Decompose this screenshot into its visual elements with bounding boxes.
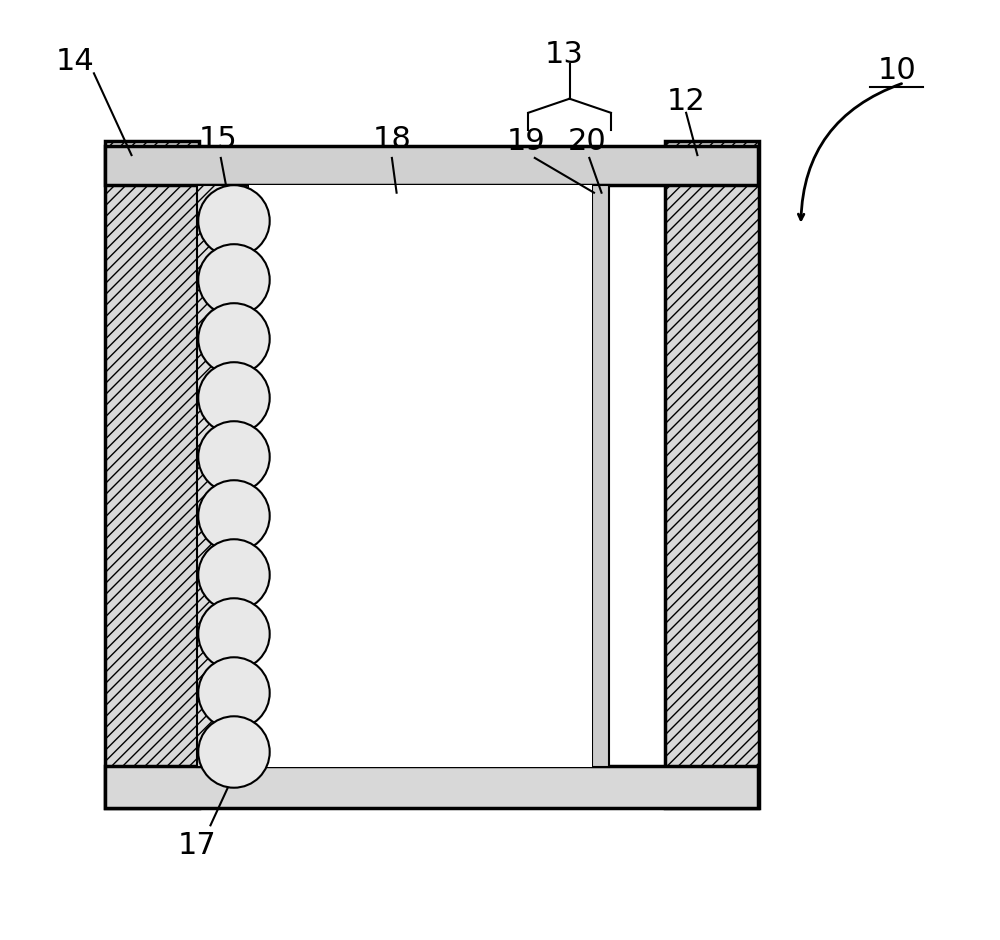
Bar — [665, 141, 759, 808]
Circle shape — [198, 362, 270, 433]
Circle shape — [198, 480, 270, 552]
Circle shape — [198, 244, 270, 316]
Circle shape — [198, 304, 270, 375]
Circle shape — [198, 421, 270, 493]
Text: 20: 20 — [568, 127, 607, 155]
Bar — [197, 185, 249, 767]
Text: 19: 19 — [507, 127, 546, 155]
Bar — [105, 141, 199, 808]
Text: 18: 18 — [372, 125, 411, 153]
Text: 14: 14 — [56, 47, 94, 75]
Text: 13: 13 — [544, 40, 583, 69]
Circle shape — [198, 540, 270, 611]
Circle shape — [198, 185, 270, 257]
Text: 17: 17 — [178, 832, 217, 860]
Text: 12: 12 — [667, 87, 705, 116]
Bar — [105, 146, 758, 185]
Bar — [592, 185, 609, 767]
Circle shape — [198, 598, 270, 669]
Bar — [105, 766, 758, 808]
Circle shape — [198, 716, 270, 788]
Text: 10: 10 — [877, 56, 916, 85]
Bar — [249, 185, 592, 767]
Text: 15: 15 — [199, 125, 237, 153]
Circle shape — [198, 657, 270, 728]
